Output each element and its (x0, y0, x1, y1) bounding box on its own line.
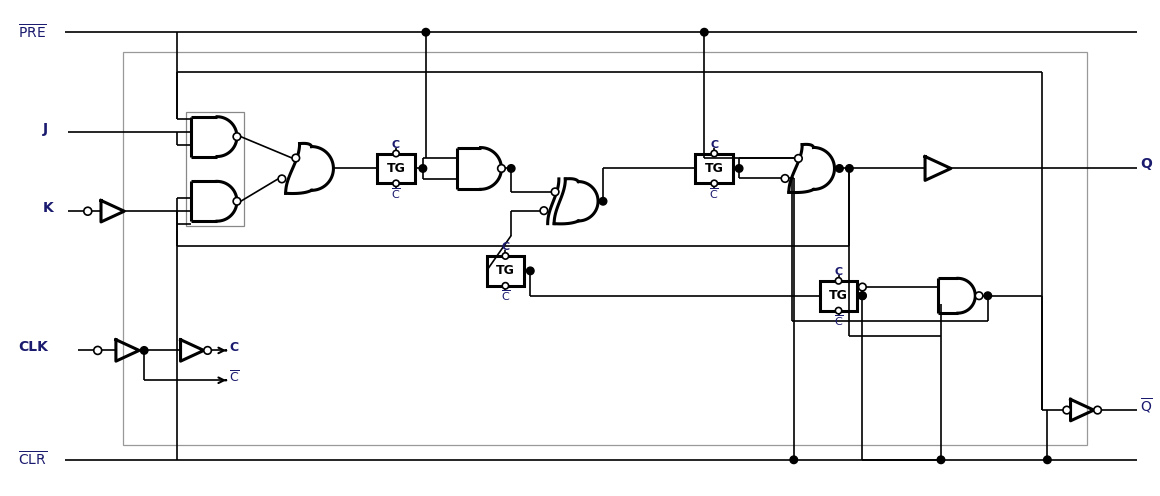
Bar (820, 281, 857, 310)
Bar (123, 52, 1087, 445)
Circle shape (422, 28, 429, 36)
Text: C: C (834, 267, 842, 277)
Text: TG: TG (496, 264, 515, 277)
Circle shape (858, 283, 867, 291)
Circle shape (701, 28, 708, 36)
Text: TG: TG (705, 162, 724, 175)
Circle shape (790, 456, 798, 464)
Text: TG: TG (829, 289, 848, 302)
Text: $\overline{\rm C}$: $\overline{\rm C}$ (391, 186, 401, 200)
Text: $\overline{\rm C}$: $\overline{\rm C}$ (500, 288, 510, 303)
Circle shape (278, 175, 285, 183)
Circle shape (795, 155, 803, 162)
Circle shape (858, 292, 867, 300)
Bar (187, 112, 244, 226)
Circle shape (1063, 406, 1071, 414)
Circle shape (976, 292, 983, 300)
Circle shape (292, 154, 299, 162)
Circle shape (782, 175, 789, 182)
Circle shape (858, 292, 867, 300)
Circle shape (835, 165, 843, 172)
Circle shape (498, 165, 506, 172)
Circle shape (527, 267, 534, 275)
Text: $\overline{\rm Q}$: $\overline{\rm Q}$ (1140, 396, 1153, 416)
Text: Q: Q (1140, 157, 1152, 172)
Circle shape (393, 150, 399, 157)
Circle shape (204, 347, 211, 354)
Circle shape (711, 180, 717, 186)
Circle shape (502, 253, 508, 259)
Circle shape (835, 278, 842, 284)
Text: $\overline{\rm C}$: $\overline{\rm C}$ (230, 370, 240, 385)
Text: $\overline{\rm C}$: $\overline{\rm C}$ (834, 313, 843, 328)
Text: C: C (392, 139, 400, 150)
Circle shape (233, 133, 241, 140)
Text: $\overline{\rm CLR}$: $\overline{\rm CLR}$ (19, 451, 48, 469)
Text: CLK: CLK (19, 340, 48, 355)
Circle shape (502, 283, 508, 289)
Circle shape (937, 456, 944, 464)
Circle shape (541, 207, 548, 214)
Text: $\overline{\rm PRE}$: $\overline{\rm PRE}$ (19, 23, 46, 41)
Text: K: K (43, 201, 53, 215)
Circle shape (1044, 456, 1051, 464)
Circle shape (233, 197, 241, 205)
Bar (377, 154, 415, 184)
Circle shape (419, 165, 427, 172)
Bar (695, 154, 733, 184)
Circle shape (140, 347, 148, 354)
Circle shape (393, 180, 399, 186)
Circle shape (711, 150, 717, 157)
Text: J: J (43, 122, 49, 136)
Text: $\overline{\rm C}$: $\overline{\rm C}$ (710, 186, 719, 200)
Circle shape (600, 197, 607, 205)
Circle shape (735, 165, 742, 172)
Text: C: C (501, 242, 509, 252)
Bar (486, 256, 524, 286)
Circle shape (507, 165, 515, 172)
Circle shape (835, 308, 842, 314)
Circle shape (84, 207, 92, 215)
Text: C: C (710, 139, 718, 150)
Text: TG: TG (386, 162, 406, 175)
Circle shape (551, 188, 559, 195)
Circle shape (846, 165, 853, 172)
Circle shape (984, 292, 992, 300)
Text: C: C (230, 341, 239, 354)
Circle shape (1094, 406, 1101, 414)
Circle shape (94, 346, 102, 355)
